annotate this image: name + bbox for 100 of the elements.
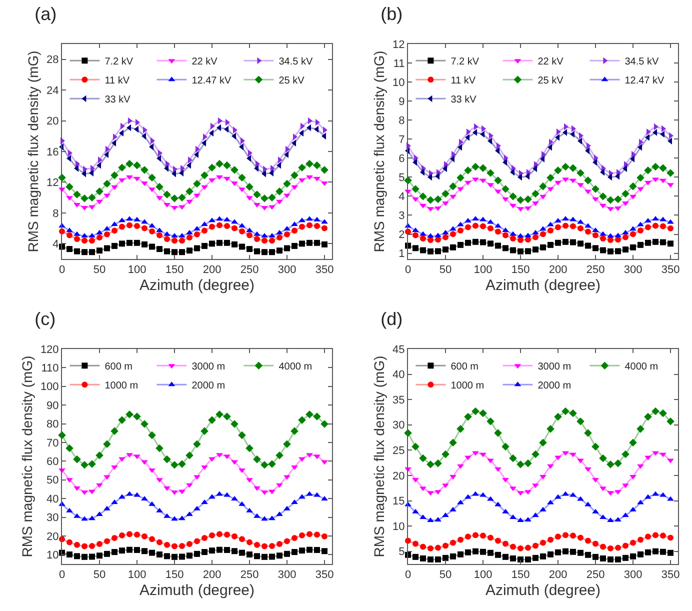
point — [668, 550, 674, 556]
point — [532, 450, 540, 458]
point — [622, 542, 628, 549]
point — [510, 231, 516, 236]
point — [517, 207, 524, 212]
point — [306, 410, 314, 418]
point — [412, 232, 418, 238]
x-tick-label: 0 — [404, 569, 412, 582]
point — [238, 501, 246, 506]
point — [600, 204, 606, 208]
point — [494, 467, 502, 472]
point — [230, 420, 238, 428]
point — [630, 194, 636, 200]
point — [449, 438, 457, 446]
point — [622, 450, 630, 458]
point — [555, 224, 561, 230]
point — [142, 225, 148, 232]
point — [216, 546, 222, 553]
point — [524, 206, 532, 212]
y-axis-title: RMS magnetic flux density (mG) — [371, 356, 388, 558]
point — [246, 551, 252, 558]
point — [208, 178, 216, 183]
point — [622, 484, 629, 488]
point — [608, 545, 614, 552]
y-tick-label: 80 — [46, 418, 59, 431]
point — [186, 483, 193, 488]
point — [554, 218, 562, 222]
point — [562, 451, 569, 456]
legend-label: 33 kV — [104, 94, 131, 106]
point — [202, 549, 208, 556]
point — [306, 216, 313, 221]
point — [66, 232, 72, 238]
point — [472, 222, 478, 229]
point — [89, 554, 95, 560]
point — [298, 178, 306, 183]
point — [434, 195, 442, 204]
x-tick-label: 200 — [202, 569, 222, 582]
point — [202, 535, 208, 542]
point — [547, 464, 554, 469]
point — [667, 183, 674, 188]
point — [600, 486, 606, 492]
x-tick-label: 250 — [240, 264, 259, 276]
point — [540, 194, 546, 200]
point — [480, 548, 486, 555]
point — [104, 194, 110, 198]
legend-label: 4000 m — [278, 362, 312, 373]
point — [298, 218, 306, 222]
point — [480, 216, 486, 222]
point — [148, 501, 156, 506]
point — [172, 543, 178, 550]
point — [202, 228, 208, 234]
point — [126, 240, 132, 246]
point — [104, 550, 110, 557]
point — [254, 236, 260, 242]
point — [510, 204, 516, 208]
point — [540, 540, 546, 546]
point — [540, 231, 546, 238]
point — [510, 486, 516, 492]
point — [246, 182, 254, 191]
point — [608, 556, 614, 562]
point — [73, 455, 81, 464]
point — [525, 556, 531, 562]
point — [629, 182, 637, 190]
point — [479, 164, 487, 172]
point — [486, 417, 494, 426]
x-tick-label: 250 — [586, 264, 605, 276]
point — [171, 516, 178, 521]
point — [238, 174, 246, 182]
point — [82, 238, 88, 244]
point — [126, 491, 133, 496]
point — [283, 180, 291, 188]
y-tick-label: 40 — [46, 493, 59, 506]
point — [104, 245, 110, 252]
point — [268, 490, 276, 494]
point — [667, 458, 674, 464]
point — [555, 549, 561, 556]
point — [66, 228, 73, 232]
point — [420, 544, 426, 550]
point — [66, 182, 74, 191]
point — [299, 240, 305, 247]
point — [622, 190, 630, 198]
point — [164, 236, 170, 242]
point — [111, 221, 118, 226]
point — [578, 240, 584, 247]
point — [292, 228, 298, 234]
point — [322, 533, 328, 540]
point — [66, 478, 73, 483]
point — [412, 197, 419, 202]
point — [232, 548, 238, 554]
point — [66, 196, 73, 201]
point — [577, 219, 584, 224]
point — [548, 227, 554, 234]
point — [592, 478, 599, 483]
point — [156, 196, 163, 201]
point — [638, 227, 644, 234]
point — [224, 240, 230, 246]
point — [615, 248, 621, 254]
point — [141, 460, 148, 465]
point — [164, 542, 170, 548]
point — [442, 512, 449, 517]
